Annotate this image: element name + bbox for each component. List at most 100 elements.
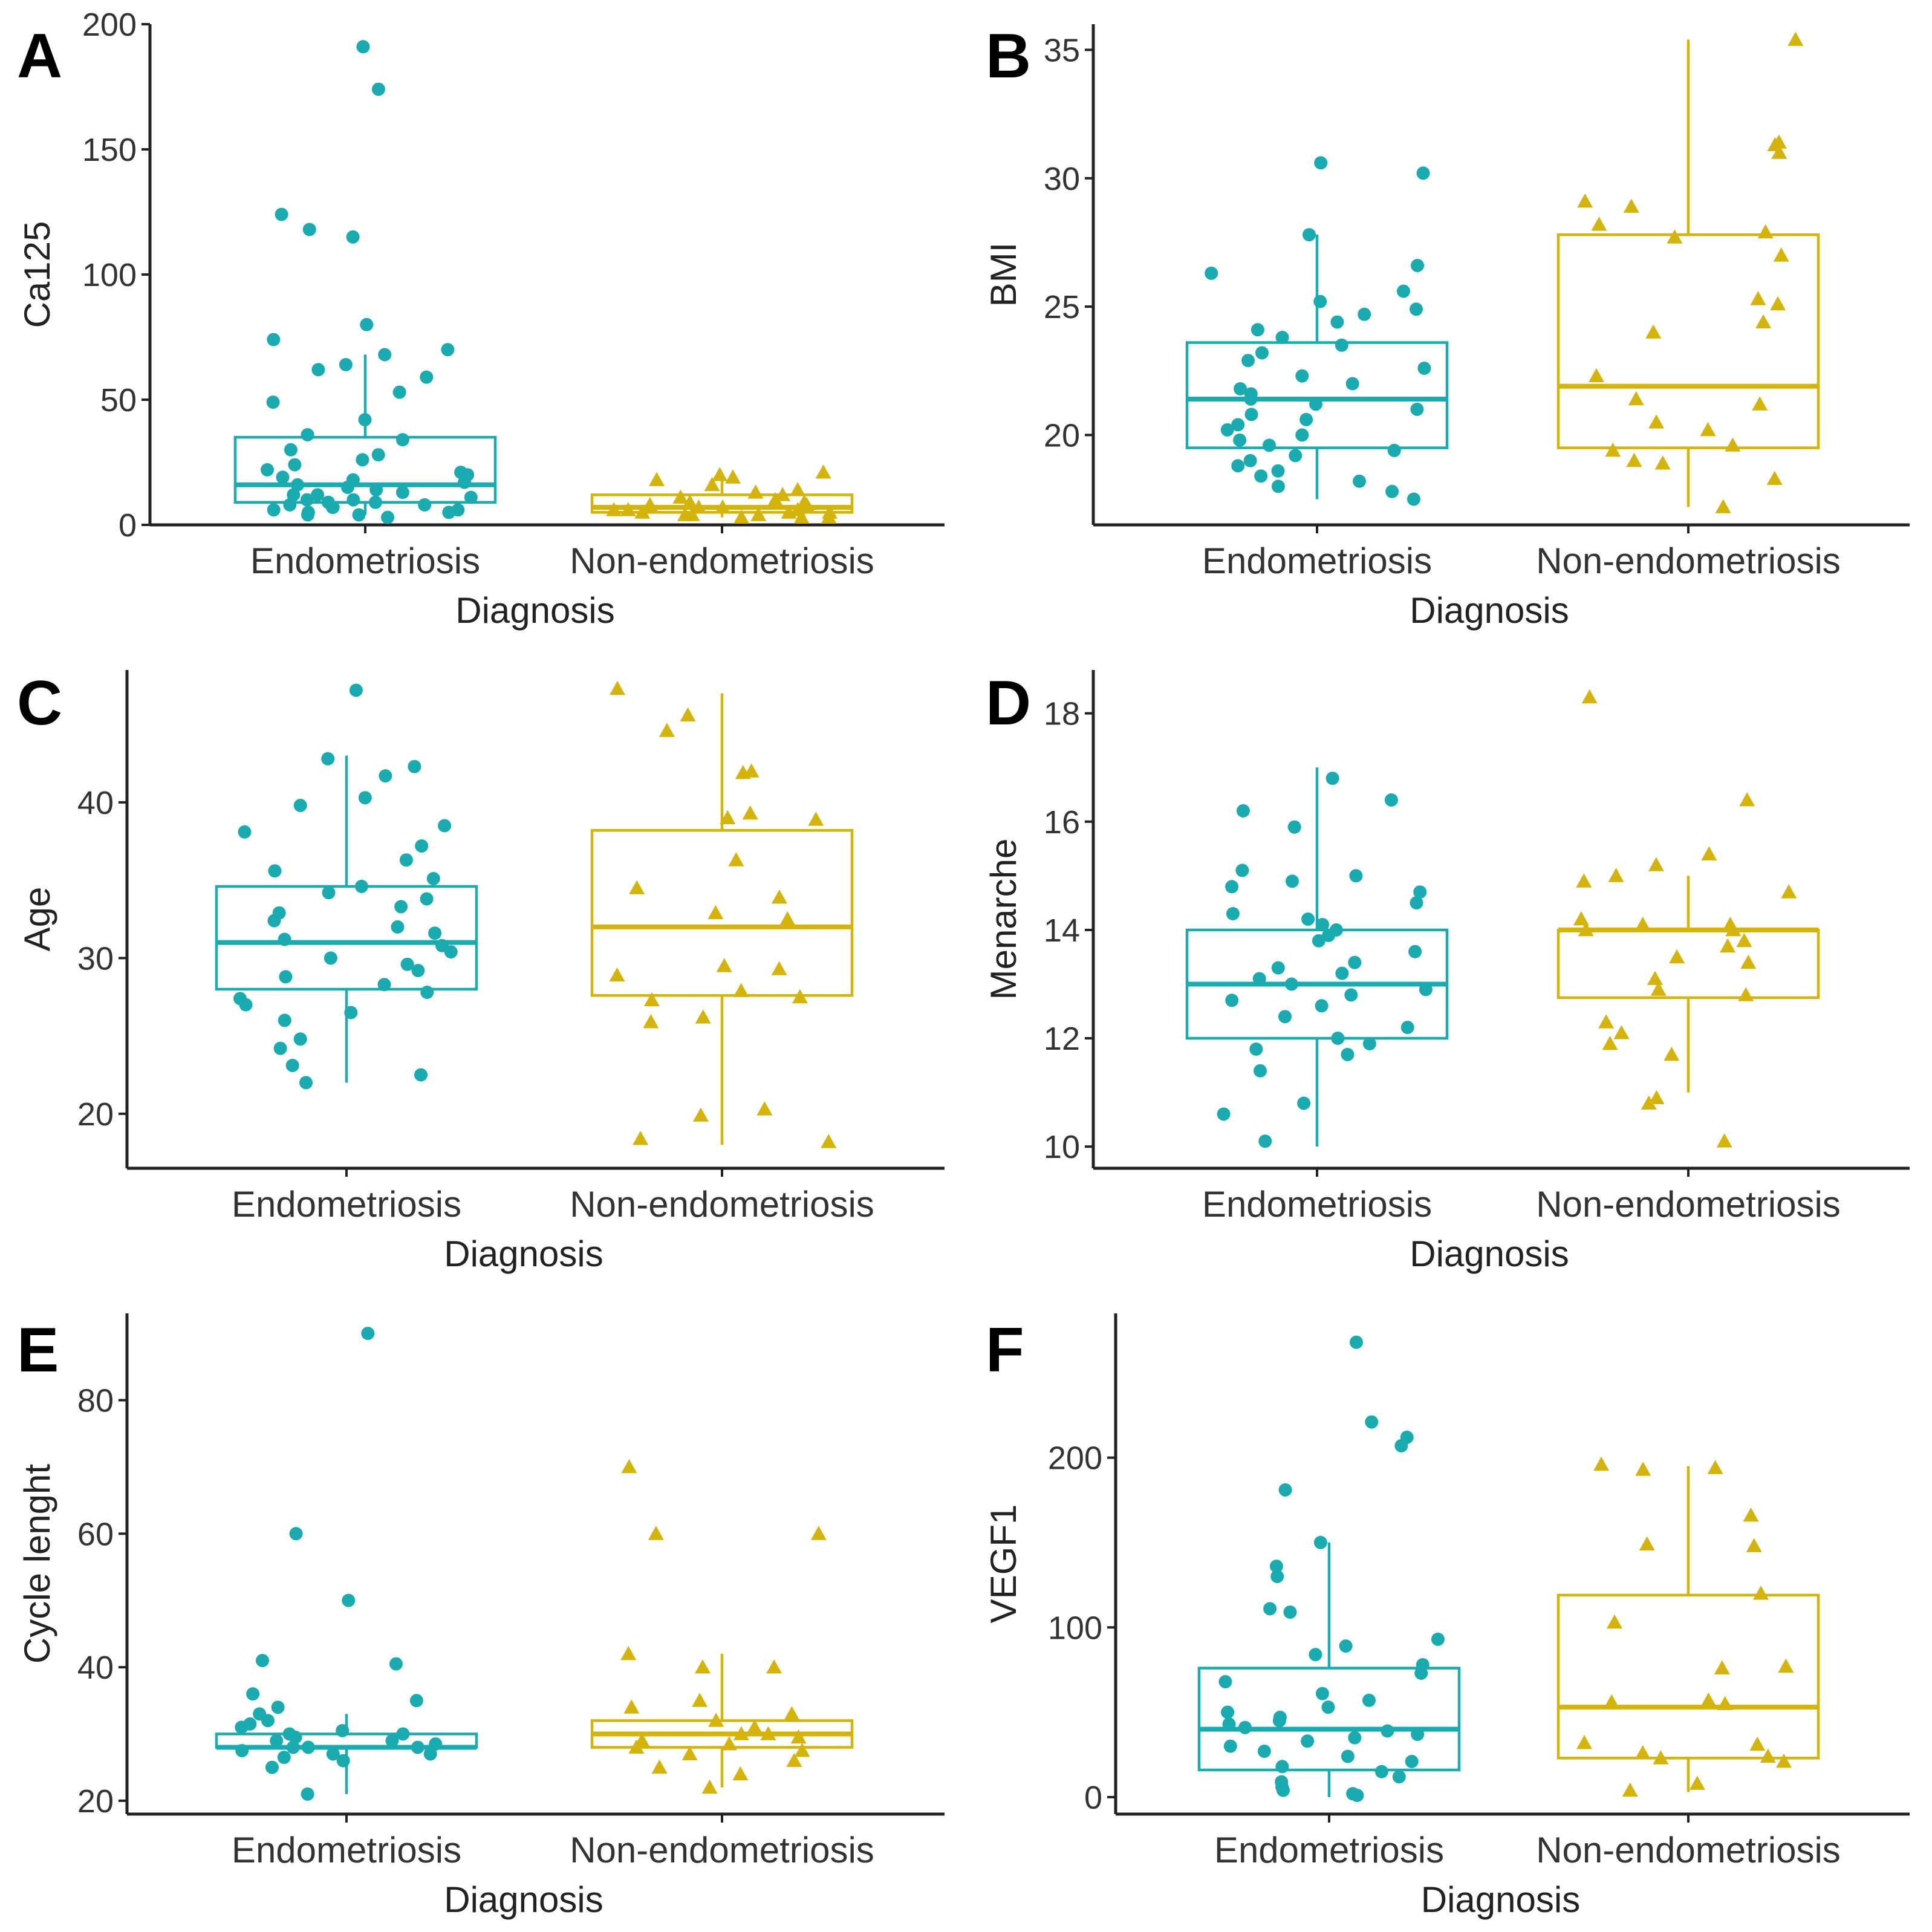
data-point-endometriosis <box>1286 874 1299 888</box>
data-point-non-endometriosis <box>1753 1586 1769 1600</box>
data-point-endometriosis <box>1236 804 1250 818</box>
data-point-endometriosis <box>286 1740 300 1754</box>
y-axis-title: Cycle lenght <box>17 1464 57 1664</box>
data-point-endometriosis <box>1314 156 1328 170</box>
data-point-endometriosis <box>1223 1739 1237 1753</box>
y-tick-label: 35 <box>1044 32 1080 68</box>
iqr-box <box>1556 928 1820 1000</box>
data-point-non-endometriosis <box>1648 857 1664 871</box>
y-tick-label: 50 <box>100 382 137 418</box>
data-point-endometriosis <box>261 1714 275 1728</box>
data-point-non-endometriosis <box>1623 198 1639 213</box>
data-point-endometriosis <box>1263 1602 1277 1616</box>
data-point-non-endometriosis <box>746 1719 763 1734</box>
data-point-non-endometriosis <box>1628 391 1644 406</box>
data-point-endometriosis <box>1231 459 1245 473</box>
data-point-non-endometriosis <box>651 1759 668 1774</box>
data-point-endometriosis <box>1405 1755 1419 1768</box>
data-point-endometriosis <box>361 1327 375 1341</box>
data-point-endometriosis <box>301 1740 315 1754</box>
data-point-endometriosis <box>1244 408 1258 421</box>
iqr-box <box>1556 233 1820 449</box>
data-point-non-endometriosis <box>691 499 707 514</box>
data-point-non-endometriosis <box>606 502 622 516</box>
data-point-non-endometriosis <box>1667 229 1683 244</box>
y-tick-label: 100 <box>1048 1610 1102 1646</box>
data-point-non-endometriosis <box>1576 873 1592 888</box>
data-point-endometriosis <box>1263 438 1276 452</box>
data-point-non-endometriosis <box>1736 932 1752 948</box>
data-point-non-endometriosis <box>1653 1750 1669 1764</box>
data-point-non-endometriosis <box>733 1726 749 1740</box>
data-point-non-endometriosis <box>659 723 675 737</box>
data-point-non-endometriosis <box>712 467 728 481</box>
data-point-non-endometriosis <box>643 992 660 1007</box>
data-point-endometriosis <box>399 853 413 867</box>
box-endometriosis <box>1185 235 1449 499</box>
data-point-non-endometriosis <box>672 489 689 504</box>
data-point-endometriosis <box>444 945 458 959</box>
data-point-non-endometriosis <box>821 1134 837 1148</box>
data-point-endometriosis <box>1416 166 1430 180</box>
data-point-non-endometriosis <box>790 482 806 496</box>
data-point-endometriosis <box>1410 402 1424 416</box>
data-point-non-endometriosis <box>677 507 693 521</box>
data-point-endometriosis <box>299 1076 313 1090</box>
panel-d: 10 12 14 16 18 Endometriosis Non-endometriosis… <box>983 668 1910 1274</box>
data-point-endometriosis <box>238 825 252 839</box>
data-point-endometriosis <box>293 1032 307 1046</box>
data-point-non-endometriosis <box>799 496 815 512</box>
data-point-endometriosis <box>288 458 302 472</box>
data-point-endometriosis <box>277 1751 291 1764</box>
data-point-non-endometriosis <box>1589 368 1604 383</box>
data-point-endometriosis <box>289 1527 303 1541</box>
x-axis-title: Diagnosis <box>1421 1879 1580 1920</box>
x-axis-title: Diagnosis <box>444 1234 603 1274</box>
y-tick-label: 20 <box>77 1096 114 1133</box>
y-axis-title: Menarche <box>983 839 1024 1000</box>
data-point-non-endometriosis <box>1787 31 1804 46</box>
x-axis-title: Diagnosis <box>1410 590 1569 631</box>
data-point-endometriosis <box>1410 896 1423 910</box>
data-point-endometriosis <box>336 1724 350 1737</box>
data-point-endometriosis <box>1217 1107 1231 1121</box>
data-point-endometriosis <box>235 1720 249 1734</box>
data-point-non-endometriosis <box>1577 194 1593 208</box>
data-point-endometriosis <box>438 819 452 833</box>
data-point-endometriosis <box>1283 1605 1297 1619</box>
data-point-endometriosis <box>1244 392 1258 406</box>
data-point-endometriosis <box>1345 377 1359 391</box>
data-point-endometriosis <box>1321 1700 1335 1714</box>
data-point-endometriosis <box>1408 945 1422 958</box>
data-point-non-endometriosis <box>1717 1696 1733 1710</box>
y-tick-label: 80 <box>77 1383 114 1419</box>
data-point-endometriosis <box>346 230 360 244</box>
data-point-non-endometriosis <box>1760 1748 1776 1763</box>
x-tick-label: Non-endometriosis <box>1536 1830 1841 1870</box>
data-point-non-endometriosis <box>633 1131 649 1145</box>
data-point-endometriosis <box>1301 912 1315 926</box>
data-point-non-endometriosis <box>771 890 787 904</box>
data-point-endometriosis <box>379 769 392 783</box>
x-tick-label: Non-endometriosis <box>1536 541 1841 581</box>
data-point-non-endometriosis <box>1641 1095 1657 1110</box>
data-point-non-endometriosis <box>628 1739 645 1754</box>
data-point-endometriosis <box>266 395 280 409</box>
data-point-endometriosis <box>1387 443 1401 457</box>
data-point-endometriosis <box>426 872 440 885</box>
data-point-endometriosis <box>1278 1483 1292 1497</box>
data-point-non-endometriosis <box>1576 1735 1592 1749</box>
data-point-non-endometriosis <box>1770 296 1786 311</box>
data-point-non-endometriosis <box>1781 884 1797 899</box>
data-point-endometriosis <box>368 495 382 509</box>
data-point-non-endometriosis <box>810 1526 827 1540</box>
data-point-endometriosis <box>378 348 392 362</box>
data-point-endometriosis <box>394 900 408 914</box>
x-tick-label: Endometriosis <box>1202 1184 1432 1225</box>
data-point-endometriosis <box>1331 1032 1345 1045</box>
data-point-non-endometriosis <box>793 509 810 524</box>
data-point-endometriosis <box>311 488 325 502</box>
data-point-endometriosis <box>392 385 406 399</box>
data-point-endometriosis <box>1362 1037 1376 1050</box>
data-point-non-endometriosis <box>1598 1014 1615 1029</box>
